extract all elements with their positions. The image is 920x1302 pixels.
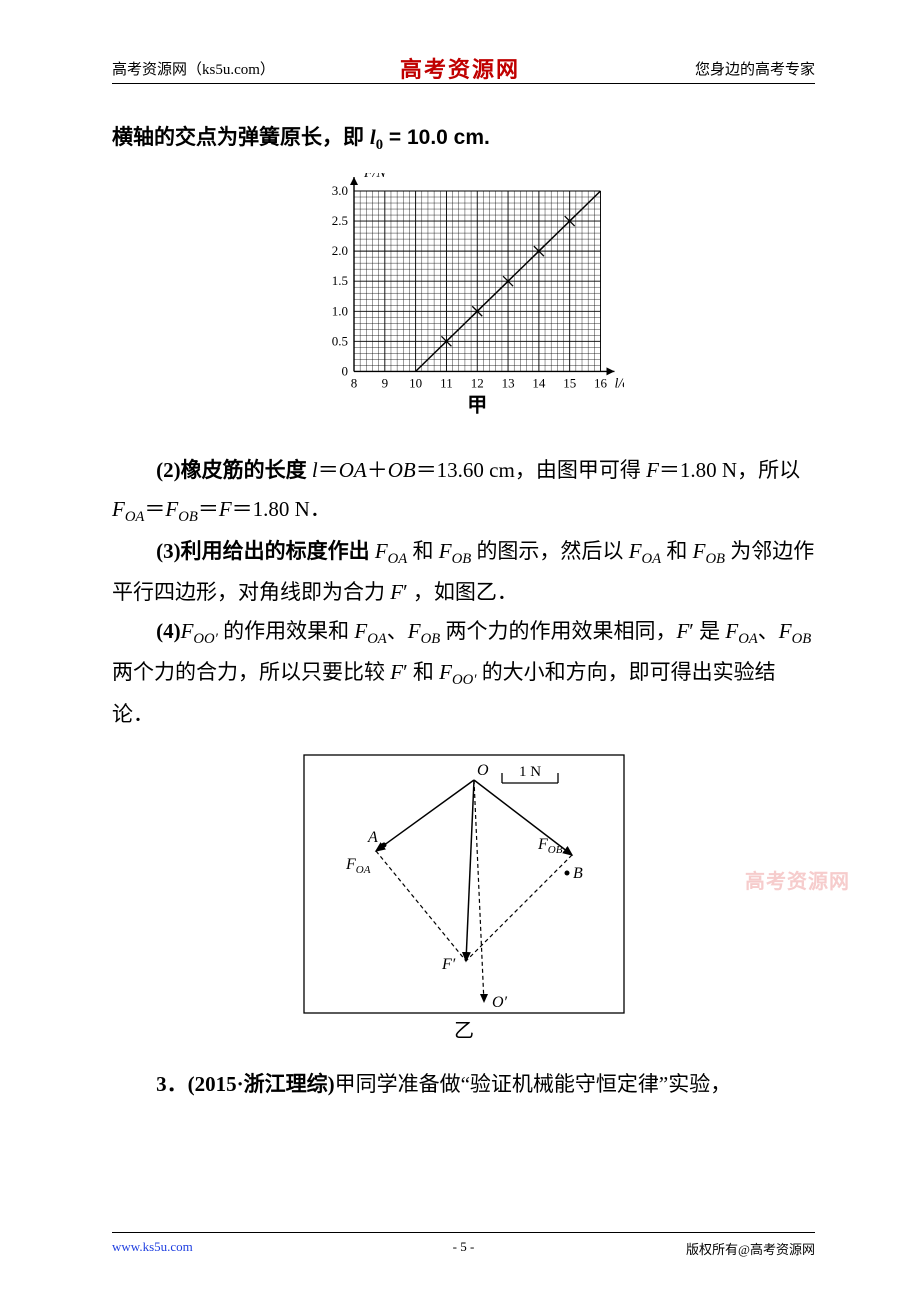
p4b: 的作用效果和 xyxy=(218,619,355,643)
svg-text:0: 0 xyxy=(341,364,348,379)
p3a: (3)利用给出的标度作出 xyxy=(156,539,375,563)
svg-text:FOA: FOA xyxy=(345,856,371,876)
page: 高考资源网（ks5u.com） 您身边的高考专家 高考资源网 横轴的交点为弹簧原… xyxy=(0,0,920,1302)
p4e: 是 xyxy=(694,619,726,643)
p5a: 3．(2015·浙江理综) xyxy=(156,1072,335,1096)
svg-text:0.5: 0.5 xyxy=(331,334,347,349)
p2g: ＝ xyxy=(198,497,219,521)
header-right: 您身边的高考专家 xyxy=(695,58,815,79)
header-center: 高考资源网 xyxy=(400,52,520,84)
para-4: (4)FOO′ 的作用效果和 FOA、FOB 两个力的作用效果相同，F′ 是 F… xyxy=(112,612,815,734)
svg-text:1.5: 1.5 xyxy=(331,274,347,289)
line1: 横轴的交点为弹簧原长，即 l0 = 10.0 cm. xyxy=(112,118,815,159)
diagram-yi: 1 NOABFOAFOBF′O′乙 xyxy=(112,747,815,1059)
para-3: (3)利用给出的标度作出 FOA 和 FOB 的图示，然后以 FOA 和 FOB… xyxy=(112,532,815,612)
p4a: (4) xyxy=(156,619,181,643)
p2h: ＝1.80 N． xyxy=(232,497,331,521)
svg-text:14: 14 xyxy=(532,376,546,391)
header-left: 高考资源网（ks5u.com） xyxy=(112,58,275,79)
svg-text:B: B xyxy=(573,865,583,882)
line1-sub: 0 xyxy=(376,137,383,153)
p4c: 、 xyxy=(387,619,408,643)
svg-text:甲: 甲 xyxy=(467,395,487,417)
svg-text:乙: 乙 xyxy=(454,1020,474,1042)
chart-svg: 8 9 10 11 12 13 14 15 16 0 0.5 1.0 1.5 2.0 2.5 3.0 F/N l/… xyxy=(304,173,624,433)
p4d: 两个力的作用效果相同， xyxy=(440,619,676,643)
svg-text:13: 13 xyxy=(501,376,514,391)
svg-text:2.5: 2.5 xyxy=(331,213,347,228)
p4h: 和 xyxy=(408,660,440,684)
footer-center: - 5 - xyxy=(453,1239,475,1255)
svg-text:1.0: 1.0 xyxy=(331,304,347,319)
svg-text:2.0: 2.0 xyxy=(331,244,347,259)
footer: www.ks5u.com - 5 - 版权所有@高考资源网 xyxy=(112,1232,815,1258)
p2a: (2)橡皮筋的长度 xyxy=(156,458,312,482)
svg-text:11: 11 xyxy=(440,376,453,391)
p2d: ＝13.60 cm，由图甲可得 xyxy=(416,458,646,482)
svg-text:A: A xyxy=(367,829,378,846)
chart-jia: 8 9 10 11 12 13 14 15 16 0 0.5 1.0 1.5 2.0 2.5 3.0 F/N l/… xyxy=(112,173,815,433)
svg-text:9: 9 xyxy=(381,376,388,391)
p4g: 两个力的合力，所以只要比较 xyxy=(112,660,390,684)
svg-text:O′: O′ xyxy=(492,994,508,1011)
p2c: ＋ xyxy=(367,458,388,482)
svg-text:16: 16 xyxy=(594,376,608,391)
svg-text:1 N: 1 N xyxy=(518,764,540,780)
footer-left: www.ks5u.com xyxy=(112,1239,193,1255)
p2e: ＝1.80 N，所以 xyxy=(659,458,800,482)
svg-text:12: 12 xyxy=(470,376,483,391)
p3d: 和 xyxy=(661,539,693,563)
svg-text:F/N: F/N xyxy=(363,173,386,181)
content: 横轴的交点为弹簧原长，即 l0 = 10.0 cm. 8 9 10 11 12 13 14 1… xyxy=(112,118,815,1104)
svg-text:15: 15 xyxy=(563,376,576,391)
svg-text:l/cm: l/cm xyxy=(614,377,624,392)
p4f: 、 xyxy=(758,619,779,643)
p3c: 的图示，然后以 xyxy=(471,539,629,563)
footer-right: 版权所有@高考资源网 xyxy=(686,1239,815,1258)
svg-text:3.0: 3.0 xyxy=(331,183,347,198)
line1-pre: 横轴的交点为弹簧原长，即 xyxy=(112,126,370,149)
p2b: ＝ xyxy=(318,458,339,482)
para-5: 3．(2015·浙江理综)甲同学准备做“验证机械能守恒定律”实验， xyxy=(112,1065,815,1104)
svg-text:10: 10 xyxy=(409,376,422,391)
svg-text:O: O xyxy=(477,762,489,779)
line1-post: = 10.0 cm. xyxy=(383,126,490,149)
watermark: 高考资源网 xyxy=(745,865,850,894)
p3f: ，如图乙． xyxy=(408,580,518,604)
p3b: 和 xyxy=(407,539,439,563)
para-2: (2)橡皮筋的长度 l＝OA＋OB＝13.60 cm，由图甲可得 F＝1.80 … xyxy=(112,451,815,531)
p2f: ＝ xyxy=(144,497,165,521)
svg-text:F′: F′ xyxy=(441,956,456,973)
svg-text:8: 8 xyxy=(350,376,357,391)
diagram-svg: 1 NOABFOAFOBF′O′乙 xyxy=(294,747,634,1059)
p5b: 甲同学准备做“验证机械能守恒定律”实验， xyxy=(335,1072,732,1096)
